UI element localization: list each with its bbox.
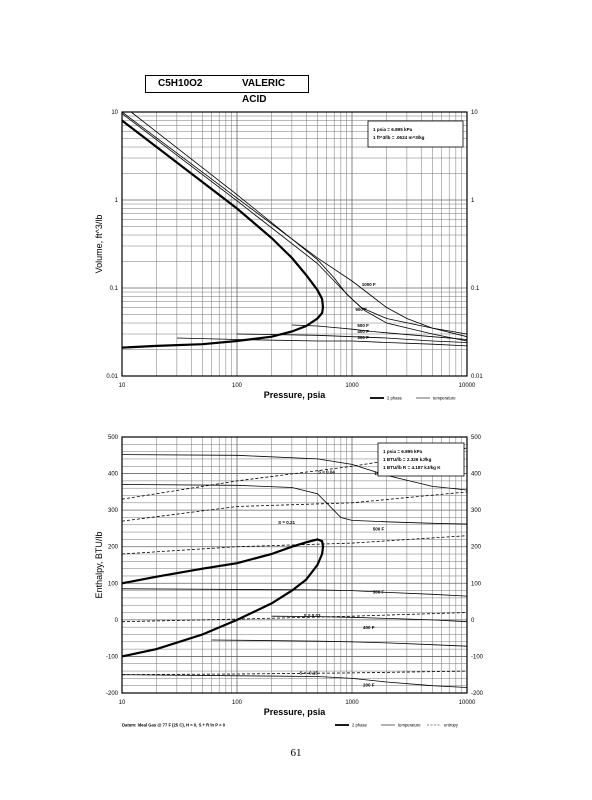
y-tick-label-right: 10 [471, 110, 478, 116]
series-line-400-f [271, 615, 468, 623]
series-line-400-f [236, 333, 468, 343]
y-tick-label-right: -200 [471, 691, 484, 697]
series-line-1000-f [121, 454, 468, 491]
y-tick-label-left: 10 [111, 110, 118, 116]
enthalpy-chart: 10 100 1000 10000 -200 -200 -100 -100 0 0 100 100 20… [94, 435, 484, 728]
conversion-note-line: 1 psia = 6.895 kPa [373, 127, 413, 132]
curve-label: 300 F [373, 590, 385, 595]
y-tick-label-left: 500 [108, 435, 119, 441]
series-line-300-f [211, 639, 468, 647]
plot-frame [121, 436, 468, 694]
legend-label: 2 phase [387, 396, 403, 401]
y-tick-label-left: 200 [108, 545, 119, 551]
y-tick-label-right: 300 [471, 508, 482, 514]
y-tick-label-right: 100 [471, 581, 482, 587]
y-tick-label-left: 300 [108, 508, 119, 514]
compound-name-label: VALERIC ACID [242, 78, 286, 105]
legend-label: entropy [444, 723, 459, 728]
series-line-500-f [121, 588, 468, 597]
y-tick-label-right: 500 [471, 435, 482, 441]
series-line-s-0-21 [121, 491, 468, 522]
series-line-s-0-03 [121, 612, 468, 623]
y-tick-label-right: 0.01 [471, 374, 483, 380]
x-tick-label: 10000 [459, 700, 476, 706]
curve-label: S = -0.15 [299, 671, 318, 676]
y-tick-label-right: 1 [471, 198, 475, 204]
series-line-2-phase [121, 538, 325, 658]
page-number: 61 [290, 747, 302, 759]
x-tick-label: 100 [232, 383, 243, 389]
curve-label: 300 F [357, 335, 369, 340]
chart-title-box: C5H10O2 VALERIC ACID [145, 75, 309, 105]
series-line-900-f [121, 113, 468, 342]
y-axis-label: Volume, ft^3/lb [94, 215, 104, 274]
volume-chart: 10 100 1000 10000 0.01 0.01 0.1 0.1 1 1 10 10 Pressu… [94, 110, 483, 401]
series-line-500-f [291, 324, 468, 340]
conversion-note-line: 1 ft^3/lb = .0624 m^3/kg [373, 135, 425, 140]
curve-label: 400 F [363, 625, 375, 630]
y-tick-label-left: -100 [106, 654, 119, 660]
x-tick-label: 10 [119, 700, 126, 706]
legend-label: 2 phase [352, 723, 368, 728]
curve-label: S = 0.03 [304, 613, 321, 618]
formula-label: C5H10O2 [158, 78, 203, 89]
curve-label: 500 F [357, 323, 369, 328]
y-tick-label-left: 1 [115, 198, 119, 204]
y-tick-label-left: -200 [106, 691, 119, 697]
legend-label: temperature [433, 396, 456, 401]
curve-label: 500 F [373, 527, 385, 532]
x-tick-label: 1000 [345, 383, 359, 389]
curve-label: 900 F [355, 307, 367, 312]
conversion-note-box [377, 442, 465, 477]
x-tick-label: 10 [119, 383, 126, 389]
legend-label: temperature [398, 723, 421, 728]
y-tick-label-left: 100 [108, 581, 119, 587]
x-tick-label: 100 [232, 700, 243, 706]
x-tick-label: 1000 [345, 700, 359, 706]
y-tick-label-right: 0.1 [471, 286, 480, 292]
y-tick-label-left: 0.1 [110, 286, 119, 292]
conversion-note-line: 1 BTU/lb R = 4.187 kJ/kg K [383, 465, 441, 470]
curve-label: 400 F [357, 329, 369, 334]
curve-label: 1000 F [362, 282, 376, 287]
y-tick-label-right: -100 [471, 654, 484, 660]
x-axis-label: Pressure, psia [264, 707, 327, 717]
series-line-200-f [121, 674, 468, 688]
series-line-temperature [130, 111, 468, 335]
x-tick-label: 10000 [459, 383, 476, 389]
y-tick-label-left: 400 [108, 472, 119, 478]
series-line-entropy [121, 535, 468, 555]
datum-footnote: Datum: Ideal Gas @ 77 F (25 C), H = 0, S… [122, 723, 226, 728]
series-line-1000-f [121, 111, 468, 338]
y-tick-label-right: 0 [471, 618, 475, 624]
conversion-note-box [367, 120, 464, 148]
y-tick-label-left: 0.01 [106, 374, 118, 380]
y-tick-label-left: 0 [115, 618, 119, 624]
plot-frame [121, 111, 468, 377]
conversion-note-line: 1 psia = 6.895 kPa [383, 449, 423, 454]
conversion-note-line: 1 BTU/lb = 2.326 kJ/kg [383, 457, 432, 462]
y-tick-label-right: 200 [471, 545, 482, 551]
series-line-temperature [121, 484, 468, 525]
curve-label: S = 0.04 [318, 470, 335, 475]
y-axis-label: Enthalpy, BTU/lb [94, 532, 104, 599]
series-line-2-phase [121, 119, 325, 349]
y-tick-label-right: 400 [471, 472, 482, 478]
curve-label: 200 F [363, 682, 375, 687]
x-axis-label: Pressure, psia [264, 390, 327, 400]
curve-label: S = 0.21 [278, 520, 295, 525]
series-line-s-0-15 [121, 670, 468, 676]
series-line-300-f [176, 337, 468, 347]
